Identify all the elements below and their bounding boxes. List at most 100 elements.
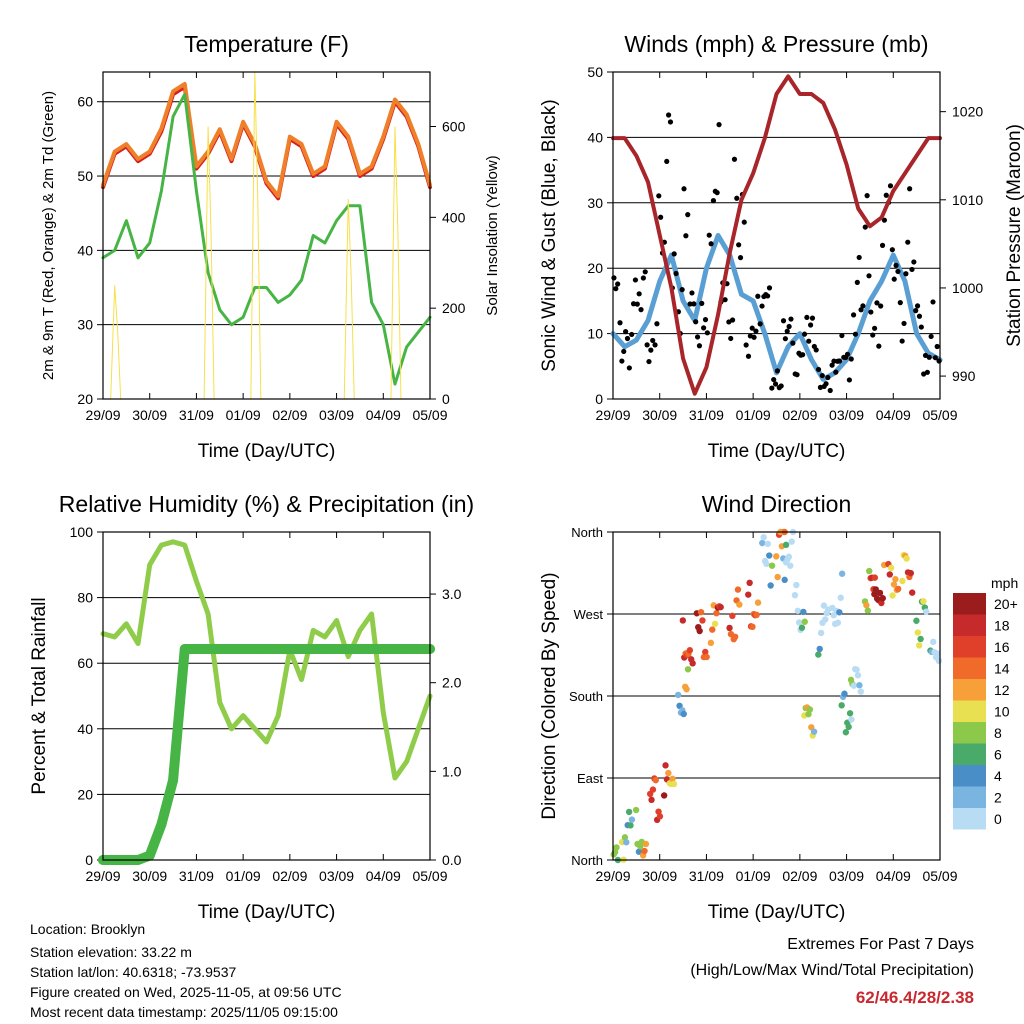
panel4-direction-point	[834, 619, 842, 626]
panel3-series-total-precipitation-point	[343, 644, 354, 655]
panel3-series-total-precipitation-point	[308, 644, 319, 655]
panel3-series-total-precipitation-point	[378, 644, 389, 655]
panel2-series-gust-point	[638, 306, 644, 313]
panel2-series-gust-point	[629, 331, 635, 338]
panel4-direction-point	[854, 672, 862, 679]
panel2-series-gust-point	[689, 290, 695, 296]
panel2-series-gust-point	[786, 323, 792, 330]
panel1-xlabel: Time (Day/UTC)	[198, 441, 336, 462]
panel4-xlabel: Time (Day/UTC)	[708, 902, 846, 923]
panel2-ytick-label: 20	[587, 260, 603, 276]
panel2-series-gust-point	[887, 183, 894, 189]
panel4-direction-point	[759, 539, 766, 547]
panel4-direction-point	[669, 775, 676, 783]
panel2-series-gust-point	[693, 319, 699, 325]
panel1-series-2m-td	[101, 92, 432, 386]
panel2-series-gust-point	[615, 281, 621, 287]
panel4-direction-point	[697, 608, 705, 616]
panel4-direction-point	[914, 629, 922, 636]
panel2-series-gust-point	[854, 279, 860, 285]
panel4-direction-point	[801, 618, 808, 625]
panel2-series-gust-point	[708, 241, 714, 247]
extremes-values: 62/46.4/28/2.38	[855, 988, 974, 1007]
colorbar-swatch	[953, 636, 986, 658]
panel4-direction-point	[699, 617, 706, 624]
panel1-title: Temperature (F)	[184, 31, 349, 57]
panel2-series-gust-point	[809, 315, 816, 321]
panel1-ytick-label: 30	[77, 317, 93, 333]
panel2-ytick-label: 30	[587, 195, 603, 211]
panel3-series-total-precipitation-point	[226, 644, 237, 655]
panel3-ytick-label: 20	[77, 786, 93, 802]
panel2-series-sonic-wind	[610, 233, 943, 382]
panel4-direction-point	[863, 602, 870, 609]
panel4-direction-point	[903, 555, 910, 562]
panel4-ytick-label: North	[571, 853, 603, 868]
panel2-series-gust-point	[924, 369, 930, 375]
panel4-direction-point	[822, 616, 829, 623]
panel2-series-gust-point	[780, 318, 787, 324]
panel2-series-gust-point	[914, 303, 921, 309]
panel2-series-gust-point	[613, 286, 619, 292]
panel3-y2tick-label: 0.0	[442, 852, 462, 868]
panel2-series-gust-point	[667, 119, 674, 125]
panel3-series-total-precipitation-point	[413, 644, 424, 655]
panel2-ylabel-right: Station Pressure (Maroon)	[1004, 124, 1024, 347]
panel4-direction-point	[872, 586, 879, 593]
panel2-series-gust-point	[866, 273, 872, 279]
panel1-xtick-label: 29/09	[85, 407, 120, 423]
panel2-series-gust-point	[646, 358, 652, 365]
panel3-xtick-label: 04/09	[366, 868, 401, 884]
panel2-series-gust-point	[648, 347, 654, 353]
panel2-series-gust-point	[654, 321, 660, 327]
panel4-direction-point	[766, 552, 773, 559]
panel2-y2tick-label: 1000	[952, 280, 983, 296]
panel2-series-gust-point	[862, 224, 868, 230]
panel2-xtick-label: 29/09	[595, 407, 630, 423]
panel1-y2tick-label: 400	[442, 209, 466, 225]
panel2-series-gust-point	[611, 275, 617, 281]
panel2-ytick-label: 0	[595, 391, 603, 407]
panel2-series-gust-point	[644, 342, 650, 348]
panel4-direction-point	[767, 582, 774, 589]
panel2-series-gust-point	[766, 285, 773, 291]
colorbar-swatch	[953, 722, 986, 744]
panel4-direction-point	[871, 574, 879, 581]
panel2-series-gust-point	[926, 354, 932, 360]
panel2-series-gust-point	[911, 259, 917, 265]
panel2-series-gust-point	[736, 242, 742, 248]
panel2-series-gust-point	[772, 381, 779, 387]
panel2-series-gust-point	[827, 387, 833, 394]
panel4-direction-point	[817, 629, 825, 637]
panel4-direction-point	[889, 592, 896, 599]
panel2-xtick-label: 03/09	[829, 407, 864, 423]
panel2-series-gust-point	[642, 269, 648, 275]
panel4-frame	[612, 531, 941, 861]
panel4-direction-point	[894, 585, 902, 593]
panel2-series-gust-point	[671, 251, 677, 257]
panel2-series-gust-point	[619, 358, 625, 364]
panel2-series-gust-point	[829, 362, 835, 368]
panel4-direction-point	[660, 792, 668, 799]
panel4-direction-point	[754, 599, 762, 606]
panel2-series-gust-point	[685, 212, 691, 218]
panel2-series-gust-point	[844, 351, 851, 357]
panel2-series-gust-point	[745, 353, 752, 359]
panel2-series-gust-point	[753, 328, 759, 334]
colorbar-label: 12	[994, 682, 1010, 698]
panel4-direction-point	[641, 847, 648, 855]
panel2-series-gust-point	[823, 381, 829, 387]
panel4-direction-point	[795, 619, 803, 626]
panel4-direction-point	[935, 657, 943, 665]
panel2-series-gust-point	[934, 343, 940, 350]
panel2-series-gust-point	[831, 358, 837, 364]
panel2-series-gust-point	[665, 112, 672, 118]
panel2-series-gust-point	[901, 320, 907, 327]
panel3-series-total-precipitation-point	[191, 644, 202, 655]
panel4-direction-point	[684, 666, 692, 673]
panel2-series-gust-point	[893, 262, 899, 268]
panel2-series-gust-point	[897, 300, 903, 306]
panel2-series-gust-point	[617, 320, 623, 326]
panel2-series-gust-point	[864, 192, 870, 199]
panel2-series-gust-point	[794, 372, 800, 378]
